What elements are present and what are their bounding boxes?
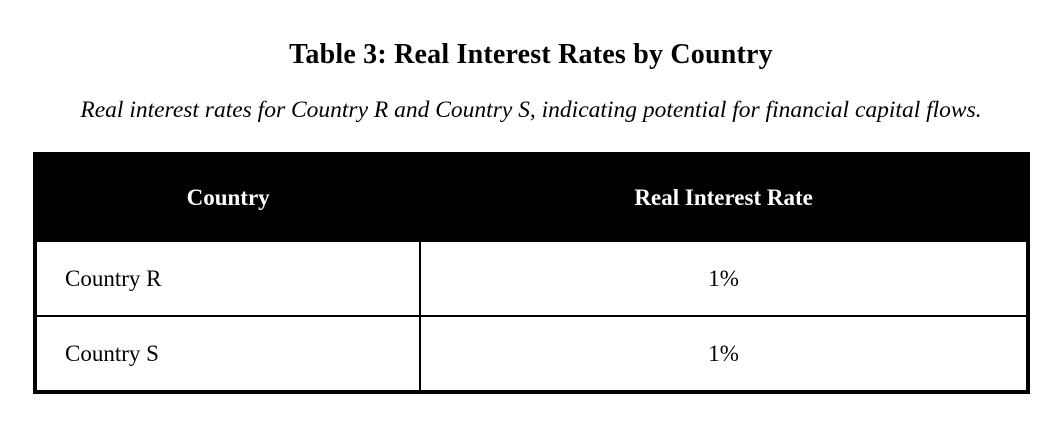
page-title: Table 3: Real Interest Rates by Country — [289, 39, 773, 70]
table-row: Country S 1% — [33, 315, 1029, 393]
table-header-row: Country Real Interest Rate — [33, 153, 1029, 242]
table-caption: Real interest rates for Country R and Co… — [80, 96, 982, 123]
real-interest-rates-table: Country Real Interest Rate Country R 1% … — [33, 152, 1030, 394]
cell-country-s: Country S — [33, 315, 422, 393]
cell-country-r: Country R — [33, 240, 422, 317]
table-row: Country R 1% — [33, 240, 1029, 317]
column-header-country: Country — [33, 153, 422, 242]
cell-rate-country-r: 1% — [419, 240, 1029, 317]
column-header-real-interest-rate: Real Interest Rate — [419, 153, 1029, 242]
cell-rate-country-s: 1% — [419, 315, 1029, 393]
